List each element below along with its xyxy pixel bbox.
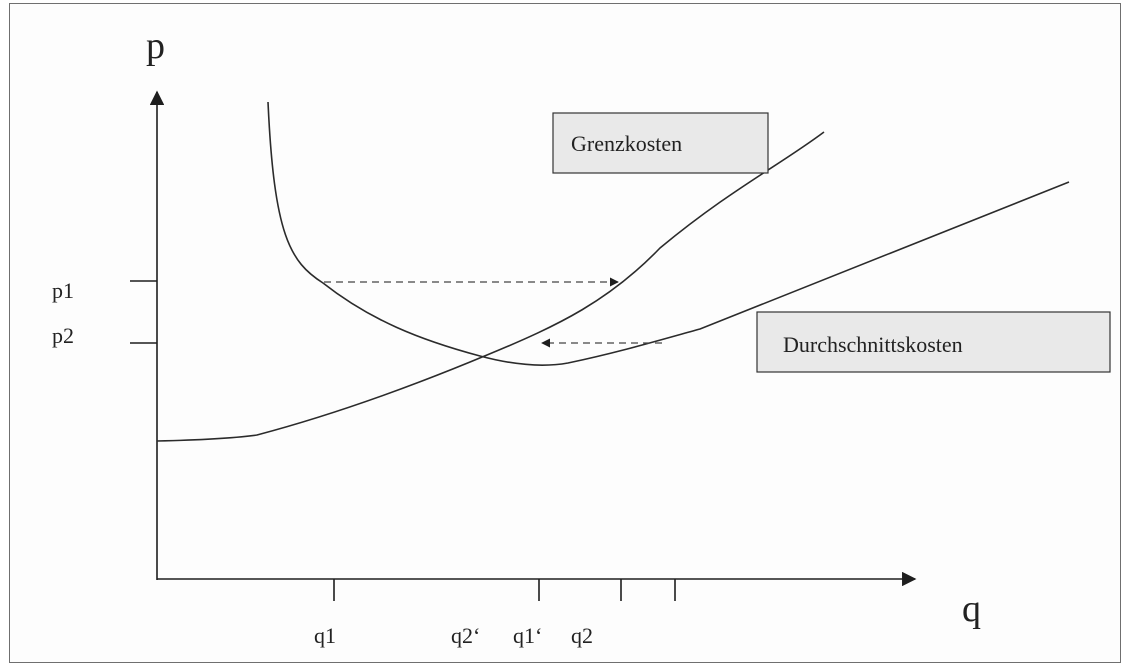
p2-label: p2	[52, 323, 74, 348]
x-axis-label: q	[962, 588, 981, 630]
grenzkosten-box	[552, 112, 769, 174]
q2-label-tick: q2	[571, 623, 593, 648]
marginal-cost-curve	[156, 131, 825, 442]
durchschnittskosten-label: Durchschnittskosten	[783, 332, 963, 357]
p1-label: p1	[52, 278, 74, 303]
q1-label: q1	[314, 623, 336, 648]
y-axis-label: p	[146, 25, 165, 67]
durchschnittskosten-box	[756, 311, 1111, 373]
q2-prime-label: q2‘	[451, 623, 480, 648]
cost-curve-diagram: p q p1 p2 q1 q2‘ q1‘ q2 Grenzkosten Durc…	[52, 25, 1111, 648]
average-cost-curve	[267, 101, 1070, 367]
q1-prime-label: q1‘	[513, 623, 542, 648]
grenzkosten-label: Grenzkosten	[571, 131, 682, 156]
